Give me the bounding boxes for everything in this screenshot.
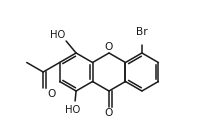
Text: O: O [105,108,113,118]
Text: Br: Br [136,27,148,37]
Text: HO: HO [66,105,81,115]
Text: HO: HO [50,30,65,40]
Text: O: O [47,89,56,99]
Text: O: O [105,42,113,52]
